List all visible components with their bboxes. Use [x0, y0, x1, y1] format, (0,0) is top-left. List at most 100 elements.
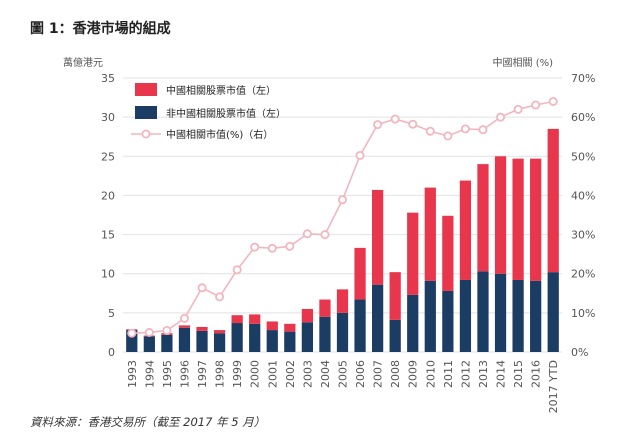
x-tick-label: 2012 [459, 360, 472, 388]
percent-point [408, 119, 418, 129]
left-tick-label: 25 [101, 150, 115, 163]
x-tick-label: 2002 [284, 360, 297, 388]
right-tick-label: 20% [571, 268, 595, 281]
x-tick-label: 2011 [442, 360, 455, 388]
bar-china [319, 299, 331, 317]
x-tick-label: 2016 [530, 360, 543, 388]
right-tick-label: 50% [571, 150, 595, 163]
right-tick-label: 60% [571, 111, 595, 124]
legend-swatch [135, 106, 157, 119]
bar-non-china [372, 284, 384, 352]
percent-point [179, 313, 189, 323]
bar-china [249, 314, 261, 324]
x-tick-label: 1994 [143, 360, 156, 388]
bar-non-china [389, 319, 401, 352]
bar-china [266, 321, 278, 331]
left-tick-label: 10 [101, 268, 115, 281]
bar-non-china [196, 330, 208, 352]
bar-non-china [547, 272, 559, 352]
bar-non-china [266, 330, 278, 352]
bar-china [477, 164, 489, 272]
bar-non-china [459, 279, 472, 352]
x-tick-label: 2017 YTD [547, 360, 560, 413]
chart-title: 圖 1：香港市場的組成 [30, 21, 171, 37]
x-tick-label: 1993 [126, 360, 139, 388]
percent-point [127, 328, 137, 338]
percent-point [337, 195, 347, 205]
left-tick-label: 35 [101, 72, 115, 85]
bar-china [354, 247, 366, 300]
right-tick-label: 10% [571, 307, 595, 320]
legend: 中國相關股票市值（左） 非中國相關股票市值（左） 中國相關市值(%)（右） [131, 83, 286, 141]
percent-point [513, 104, 523, 114]
percent-point [531, 100, 541, 110]
bar-china [284, 323, 296, 332]
bar-non-china [284, 331, 296, 352]
bar-china [424, 187, 436, 281]
bar-non-china [442, 290, 454, 352]
bar-non-china [213, 333, 226, 352]
bar-non-china [301, 322, 313, 352]
bar-china [196, 326, 208, 331]
percent-point [215, 292, 225, 302]
bar-non-china [161, 334, 173, 352]
percent-point [390, 114, 400, 124]
left-tick-label: 20 [101, 189, 115, 202]
bar-non-china [126, 330, 138, 352]
bar-china [407, 212, 419, 295]
x-axis-ticks: 1993 1994 1995 1996 1997 1998 1999 2000 2001 2002… [126, 360, 560, 413]
legend-swatch [135, 83, 157, 96]
bar-non-china [530, 280, 542, 352]
bar-china [372, 189, 384, 285]
legend-label: 中國相關股票市值（左） [166, 84, 276, 97]
bar-non-china [354, 299, 366, 352]
bar-china [512, 158, 524, 280]
left-tick-label: 15 [101, 229, 115, 242]
percent-point [373, 120, 383, 130]
bar-china [389, 272, 401, 320]
right-tick-label: 30% [571, 229, 595, 242]
x-tick-label: 2006 [354, 360, 367, 388]
bar-non-china [249, 323, 261, 352]
percent-point [144, 327, 154, 337]
percent-point [478, 125, 488, 135]
bar-non-china [178, 327, 191, 352]
left-axis-ticks: 0 5 10 15 20 25 30 35 [101, 72, 115, 359]
right-axis-label: 中國相關 (%) [493, 56, 554, 69]
left-tick-label: 5 [108, 307, 115, 320]
bar-non-china [143, 336, 155, 352]
bar-china [336, 289, 349, 313]
percent-point [232, 265, 242, 275]
legend-label: 中國相關市值(%)（右） [166, 128, 273, 141]
x-tick-label: 2004 [319, 360, 332, 388]
bars [126, 128, 559, 352]
bar-china [459, 180, 472, 280]
percent-point [443, 131, 453, 141]
bar-non-china [407, 294, 419, 352]
percent-point [285, 241, 295, 251]
x-tick-label: 1996 [178, 360, 191, 388]
bar-china [213, 330, 226, 334]
left-axis-label: 萬億港元 [63, 56, 103, 69]
bar-non-china [231, 323, 243, 352]
right-tick-label: 40% [571, 189, 595, 202]
bar-non-china [424, 280, 436, 352]
bar-non-china [336, 312, 349, 352]
x-tick-label: 2001 [266, 360, 279, 388]
bar-non-china [512, 279, 524, 352]
x-tick-label: 2009 [407, 360, 420, 388]
percent-point [548, 96, 558, 106]
x-tick-label: 2005 [337, 360, 350, 388]
bar-china [178, 325, 191, 328]
legend-marker [141, 129, 151, 139]
right-axis-ticks: 0% 10% 20% 30% 40% 50% 60% 70% [571, 72, 595, 359]
bar-china [494, 156, 507, 274]
bar-china [530, 158, 542, 281]
bar-china [231, 315, 243, 324]
percent-point [320, 230, 330, 240]
percent-point [267, 243, 277, 253]
x-tick-label: 2007 [372, 360, 385, 388]
x-tick-label: 1997 [196, 360, 209, 388]
percent-point [162, 325, 172, 335]
